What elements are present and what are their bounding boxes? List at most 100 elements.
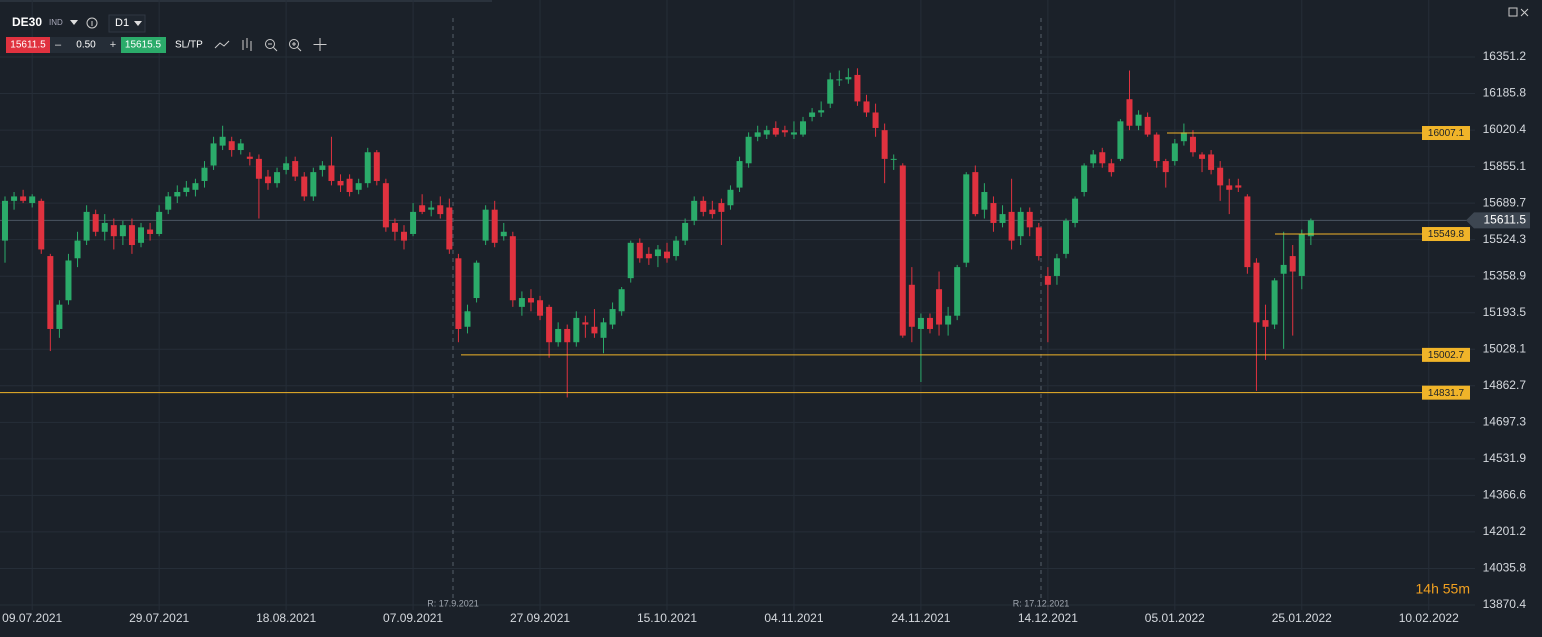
sl-tp[interactable]: SL/TP	[175, 40, 203, 51]
candle-body	[663, 251, 670, 259]
candle-body	[691, 200, 698, 221]
candle-body	[128, 225, 135, 246]
candle-body	[899, 165, 906, 336]
candle-body	[401, 231, 408, 241]
candle-body	[83, 211, 90, 241]
y-tick-label: 14862.7	[1483, 378, 1527, 392]
candle-body	[1026, 211, 1033, 228]
line-chart-icon[interactable]	[214, 40, 230, 49]
candle-body	[763, 130, 770, 135]
candle-body	[854, 74, 861, 102]
x-tick-label: 14.12.2021	[1018, 611, 1078, 625]
volume[interactable]: 0.50	[76, 40, 96, 51]
toolbar: DE30 IND D1 15611.5 – 0.50 + 15615.5 SL/…	[6, 14, 327, 53]
candle-body	[1126, 99, 1133, 126]
candle-body	[990, 203, 997, 223]
candle-body	[527, 298, 534, 303]
candle-body	[373, 152, 380, 181]
candle-body	[727, 189, 734, 206]
sell-button[interactable]	[6, 37, 50, 53]
candle-body	[446, 207, 453, 250]
volume-plus[interactable]: +	[110, 39, 116, 51]
candle-body	[274, 172, 281, 184]
candle-body	[972, 172, 979, 215]
maximize-icon[interactable]	[1508, 7, 1518, 17]
candle-body	[92, 214, 99, 232]
symbol[interactable]: DE30	[12, 15, 42, 29]
candle-body	[110, 225, 117, 237]
candle-body	[537, 300, 544, 316]
candle-body	[1253, 262, 1260, 323]
zoom-out-icon[interactable]	[265, 39, 275, 49]
tab-strip	[0, 0, 492, 2]
candle-body	[509, 236, 516, 301]
candle-body	[391, 222, 398, 232]
candle-body	[609, 309, 616, 325]
candle-body	[600, 322, 607, 338]
candle-body	[1217, 167, 1224, 186]
x-tick-label: 04.11.2021	[764, 611, 823, 625]
candle-body	[482, 209, 489, 241]
volume-minus[interactable]: –	[55, 39, 62, 51]
candle-body	[682, 222, 689, 241]
candle-body	[246, 156, 253, 159]
candle-body	[1072, 198, 1079, 223]
candle-body	[1063, 220, 1070, 254]
candle-body	[1235, 185, 1242, 188]
candle-body	[29, 196, 36, 204]
candle-body	[1189, 136, 1196, 153]
candle-body	[437, 205, 444, 215]
candle-body	[174, 192, 181, 197]
y-tick-label: 15193.5	[1483, 305, 1527, 319]
candle-body	[564, 328, 571, 343]
candle-body	[264, 176, 271, 184]
candle-body	[827, 79, 834, 104]
symbol-dropdown[interactable]	[70, 20, 78, 25]
candle-body	[292, 161, 299, 177]
y-tick-label: 15855.1	[1483, 159, 1527, 173]
candle-body	[355, 183, 362, 190]
buy-button[interactable]	[121, 37, 166, 53]
candle-body	[1108, 163, 1115, 173]
candle-icon[interactable]	[242, 38, 252, 51]
x-tick-label: 10.02.2022	[1399, 611, 1459, 625]
candle-body	[337, 180, 344, 186]
candle-body	[772, 127, 779, 135]
level-tag	[1422, 126, 1470, 141]
ask-price: 15615.5	[125, 40, 162, 51]
y-tick-label: 15028.1	[1483, 341, 1527, 355]
zoom-in-icon[interactable]	[289, 39, 299, 49]
candle-body	[800, 121, 807, 135]
timeframe-box[interactable]	[108, 14, 146, 33]
candle-body	[963, 174, 970, 263]
candle-body	[845, 77, 852, 80]
candle-body	[364, 152, 371, 184]
candle-body	[754, 132, 761, 137]
level-label: 14831.7	[1428, 388, 1465, 399]
candle-body	[156, 211, 163, 234]
candle-body	[1289, 256, 1296, 272]
move-icon[interactable]	[313, 38, 327, 51]
candle-body	[1162, 161, 1169, 173]
current-price-label: 15611.5	[1484, 213, 1527, 227]
x-tick-label: 05.01.2022	[1145, 611, 1205, 625]
candle-body	[1053, 258, 1060, 276]
candle-body	[38, 200, 45, 250]
marker-label: R: 17.9.2021	[427, 598, 479, 608]
candle-body	[1035, 227, 1042, 257]
candle-body	[165, 196, 172, 210]
info-icon[interactable]	[86, 17, 98, 29]
candle-body	[718, 203, 725, 212]
timeframe-dropdown[interactable]	[134, 21, 142, 26]
candle-body	[1171, 143, 1178, 162]
x-tick-label: 15.10.2021	[637, 611, 697, 625]
candle-body	[428, 207, 435, 210]
candle-body	[1226, 185, 1233, 190]
close-icon[interactable]	[1520, 8, 1529, 17]
y-tick-label: 14697.3	[1483, 415, 1527, 429]
y-tick-label: 14035.8	[1483, 561, 1527, 575]
level-tag	[1422, 347, 1470, 362]
candle-body	[673, 240, 680, 257]
candle-body	[582, 322, 589, 325]
candle-body	[283, 163, 290, 170]
